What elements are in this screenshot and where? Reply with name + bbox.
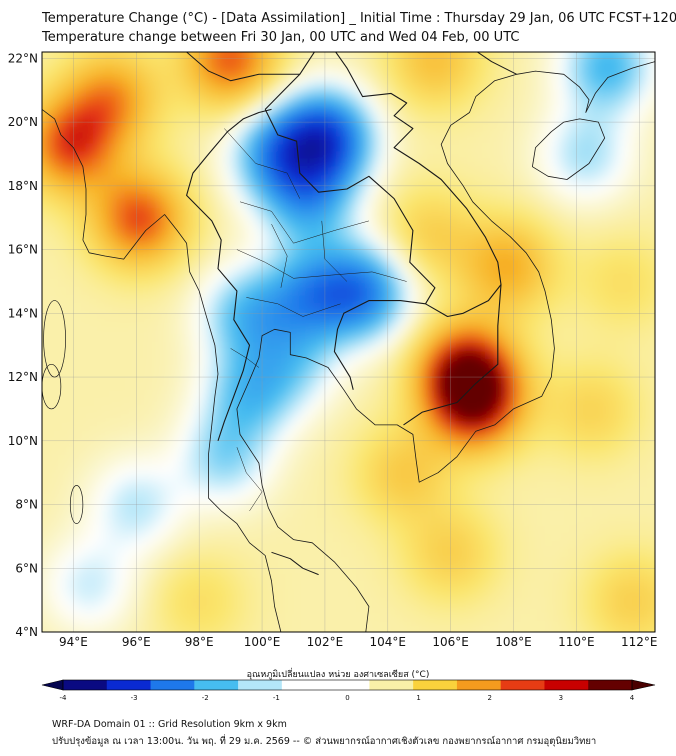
colorbar-swatch xyxy=(281,680,327,690)
lat-tick-label: 22°N xyxy=(8,51,38,65)
lat-tick-label: 6°N xyxy=(15,561,38,575)
colorbar-min-arrow xyxy=(41,679,64,691)
colorbar-tick-label: 2 xyxy=(488,694,492,700)
island-2 xyxy=(69,485,84,524)
province-line-6 xyxy=(230,348,260,368)
island-1 xyxy=(42,363,62,410)
myanmar-thailand-border xyxy=(186,108,272,441)
province-line-1 xyxy=(239,201,369,244)
province-line-7 xyxy=(236,447,263,512)
colorbar-tick-label: 4 xyxy=(630,694,635,700)
lat-tick-label: 14°N xyxy=(8,306,38,320)
colorbar-tick-label: 1 xyxy=(416,694,420,700)
lon-tick-label: 96°E xyxy=(122,635,151,649)
lon-tick-label: 102°E xyxy=(307,635,344,649)
map-subtitle: Temperature change between Fri 30 Jan, 0… xyxy=(42,30,520,45)
colorbar: -4 -3 -2 -1 0 1 2 3 4 xyxy=(41,679,656,700)
lat-tick-label: 12°N xyxy=(8,370,38,384)
lon-tick-label: 108°E xyxy=(495,635,532,649)
province-line-3 xyxy=(246,297,341,317)
map-frame xyxy=(41,51,656,633)
province-line-0 xyxy=(224,128,301,199)
coastlines-borders xyxy=(42,52,655,632)
map-title: Temperature Change (°C) - [Data Assimila… xyxy=(42,11,676,26)
colorbar-swatch xyxy=(544,680,589,690)
island-0 xyxy=(43,300,66,378)
colorbar-label: อุณหภูมิเปลี่ยนแปลง หน่วย องศาเซลเซียส (… xyxy=(246,670,430,680)
lon-tick-label: 106°E xyxy=(432,635,469,649)
colorbar-tick-label: -2 xyxy=(202,694,209,700)
lat-tick-label: 8°N xyxy=(15,498,38,512)
lat-tick-label: 20°N xyxy=(8,115,38,129)
lon-tick-label: 110°E xyxy=(558,635,595,649)
lon-tick-label: 112°E xyxy=(621,635,658,649)
andaman-coastline xyxy=(42,109,282,632)
cambodia-vietnam-border xyxy=(403,284,502,426)
thailand-cambodia-border xyxy=(333,300,426,390)
graticule xyxy=(42,52,655,633)
colorbar-tick-label: -4 xyxy=(60,694,68,700)
colorbar-max-arrow xyxy=(631,679,656,691)
colorbar-swatch xyxy=(369,680,414,690)
colorbar-swatch xyxy=(500,680,545,690)
longitude-labels: 94°E 96°E 98°E 100°E 102°E 104°E 106°E 108°E 110… xyxy=(59,635,658,649)
province-line-4 xyxy=(271,223,288,288)
colorbar-tick-label: -3 xyxy=(131,694,138,700)
lon-tick-label: 94°E xyxy=(59,635,88,649)
thailand-malaysia-border xyxy=(271,551,319,576)
colorbar-swatch xyxy=(150,680,195,690)
colorbar-swatch xyxy=(194,680,239,690)
colorbar-swatch xyxy=(325,680,370,690)
lat-tick-label: 4°N xyxy=(15,625,38,639)
lat-tick-label: 10°N xyxy=(8,434,38,448)
china-border xyxy=(186,52,300,82)
colorbar-tick-label: -1 xyxy=(273,694,280,700)
colorbar-swatch xyxy=(63,680,108,690)
gulf-coastline xyxy=(236,61,655,632)
colorbar-swatch xyxy=(456,680,502,690)
colorbar-swatch xyxy=(413,680,458,690)
laos-border xyxy=(264,52,502,318)
latitude-labels: 4°N 6°N 8°N 10°N 12°N 14°N 16°N 18°N 20°N 22°N xyxy=(8,51,38,639)
lat-tick-label: 16°N xyxy=(8,243,38,257)
china-vietnam-border xyxy=(476,52,517,75)
colorbar-swatch xyxy=(238,680,283,690)
temperature-field xyxy=(42,52,655,632)
colorbar-tick-label: 0 xyxy=(345,694,349,700)
hainan-coastline xyxy=(532,118,606,180)
thailand-laos-border xyxy=(264,109,436,305)
lon-tick-label: 100°E xyxy=(244,635,281,649)
update-credit: ปรับปรุงข้อมูล ณ เวลา 13:00น. วัน พฤ. ที… xyxy=(52,736,597,747)
colorbar-swatch xyxy=(588,680,633,690)
colorbar-swatch xyxy=(106,680,152,690)
model-info: WRF-DA Domain 01 :: Grid Resolution 9km … xyxy=(52,719,287,730)
temperature-change-map: 4°N 6°N 8°N 10°N 12°N 14°N 16°N 18°N 20°N 22°N 94… xyxy=(8,51,658,700)
province-line-2 xyxy=(236,249,407,282)
lon-tick-label: 104°E xyxy=(370,635,407,649)
colorbar-tick-label: 3 xyxy=(559,694,563,700)
lon-tick-label: 98°E xyxy=(185,635,214,649)
province-line-5 xyxy=(321,220,348,282)
lat-tick-label: 18°N xyxy=(8,179,38,193)
